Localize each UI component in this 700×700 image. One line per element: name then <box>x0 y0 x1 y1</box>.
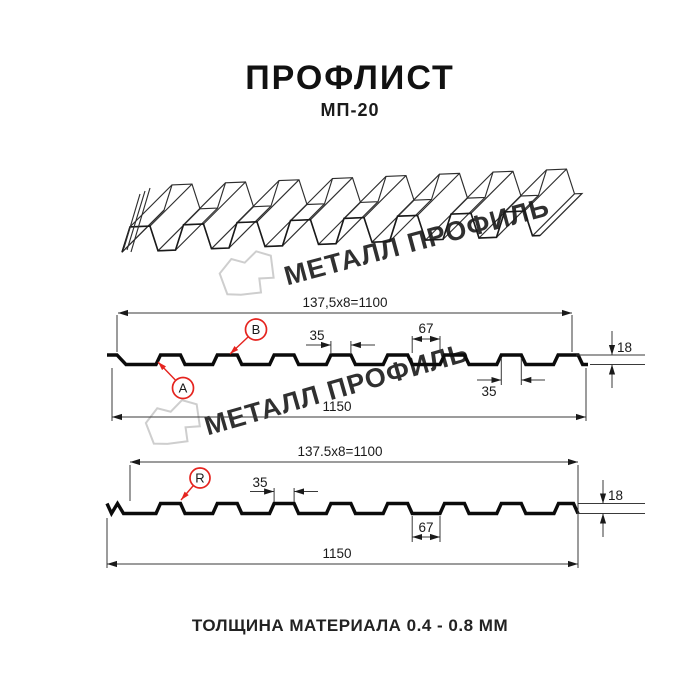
dim-label: 137,5x8=1100 <box>303 295 388 310</box>
brand-logo-icon <box>218 250 275 296</box>
sheet-3d-line <box>310 177 353 221</box>
sheet-3d-line <box>236 180 280 224</box>
watermark-upper: МЕТАЛЛ ПРОФИЛЬ <box>218 192 553 296</box>
marker-a-letter: A <box>179 381 188 396</box>
marker-b-circle <box>244 318 268 341</box>
sheet-3d-line <box>228 205 272 249</box>
dim-label: 35 <box>481 384 496 399</box>
sheet-3d-line <box>524 168 567 212</box>
dim-label: 35 <box>309 328 324 343</box>
dim-label: 1150 <box>322 546 351 561</box>
marker-b: B <box>229 318 268 355</box>
sheet-3d-line <box>149 183 193 227</box>
dim-label: 35 <box>252 475 267 490</box>
sheet-3d-line <box>335 201 379 245</box>
marker-r-letter: R <box>195 471 204 486</box>
marker-b-letter: B <box>252 322 261 337</box>
sheet-3d-line <box>470 170 514 214</box>
sheet-3d-line <box>290 178 333 221</box>
sheet-3d-line <box>417 172 460 216</box>
sheet-3d-line <box>363 175 407 219</box>
dim-p2-total-width: 1150 <box>106 518 578 568</box>
sheet-3d-line <box>450 171 494 215</box>
sheet-3d-line <box>256 179 300 223</box>
sheet-3d-line <box>532 193 575 237</box>
dim-label: 18 <box>608 488 623 503</box>
dim-label: 137.5x8=1100 <box>298 444 383 459</box>
dim-p2-rib-top: 35 <box>250 475 318 502</box>
sheet-3d-line <box>282 203 325 247</box>
dim-p2-working-width: 137.5x8=1100 <box>129 444 579 568</box>
sheet-3d-line <box>389 199 432 242</box>
dim-label: 67 <box>418 321 433 336</box>
dim-p1-height: 18 <box>576 331 645 388</box>
marker-r: R <box>180 467 211 501</box>
watermark-text: МЕТАЛЛ ПРОФИЛЬ <box>201 337 472 441</box>
profile-section-1: 137,5x8=1100 1150 35 67 35 <box>107 295 645 421</box>
sheet-3d-line <box>129 184 173 228</box>
sheet-3d-view <box>121 168 584 253</box>
sheet-3d-line <box>397 173 440 217</box>
dim-label: 18 <box>617 340 632 355</box>
marker-a: A <box>157 361 195 400</box>
dim-p1-rib-bottom: 35 <box>477 358 545 399</box>
sheet-3d-line <box>539 193 583 236</box>
dim-label: 67 <box>418 520 433 535</box>
sheet-3d-line <box>183 182 226 226</box>
sheet-3d-line <box>442 196 486 240</box>
page-title: ПРОФЛИСТ <box>245 59 455 97</box>
marker-r-circle <box>189 467 211 489</box>
brand-logo-icon <box>144 399 201 445</box>
profile-2-outline <box>105 500 580 518</box>
dim-p1-rib-top: 35 <box>306 328 375 353</box>
material-thickness-note: ТОЛЩИНА МАТЕРИАЛА 0.4 - 0.8 ММ <box>192 616 508 635</box>
watermark-lower: МЕТАЛЛ ПРОФИЛЬ <box>144 337 472 445</box>
sheet-3d-line <box>504 169 547 213</box>
profile-1-outline <box>107 353 588 367</box>
sheet-3d-line <box>175 207 218 251</box>
sheet-3d-line <box>121 210 541 253</box>
dim-p1-valley: 67 <box>411 321 441 353</box>
marker-a-circle <box>171 376 195 400</box>
dim-p2-height: 18 <box>578 480 645 537</box>
product-code: МП-20 <box>321 100 380 120</box>
sheet-3d-line <box>496 194 539 238</box>
dim-p2-valley: 67 <box>411 516 441 542</box>
sheet-3d-line <box>203 181 246 225</box>
profile-section-2: 137.5x8=1100 1150 35 67 18 <box>105 444 645 568</box>
dim-label: 1150 <box>322 399 351 414</box>
sheet-3d-line <box>123 187 151 253</box>
dim-p1-working-width: 137,5x8=1100 <box>116 295 573 352</box>
sheet-3d-line <box>343 175 387 219</box>
dim-p1-total-width: 1150 <box>111 368 587 421</box>
